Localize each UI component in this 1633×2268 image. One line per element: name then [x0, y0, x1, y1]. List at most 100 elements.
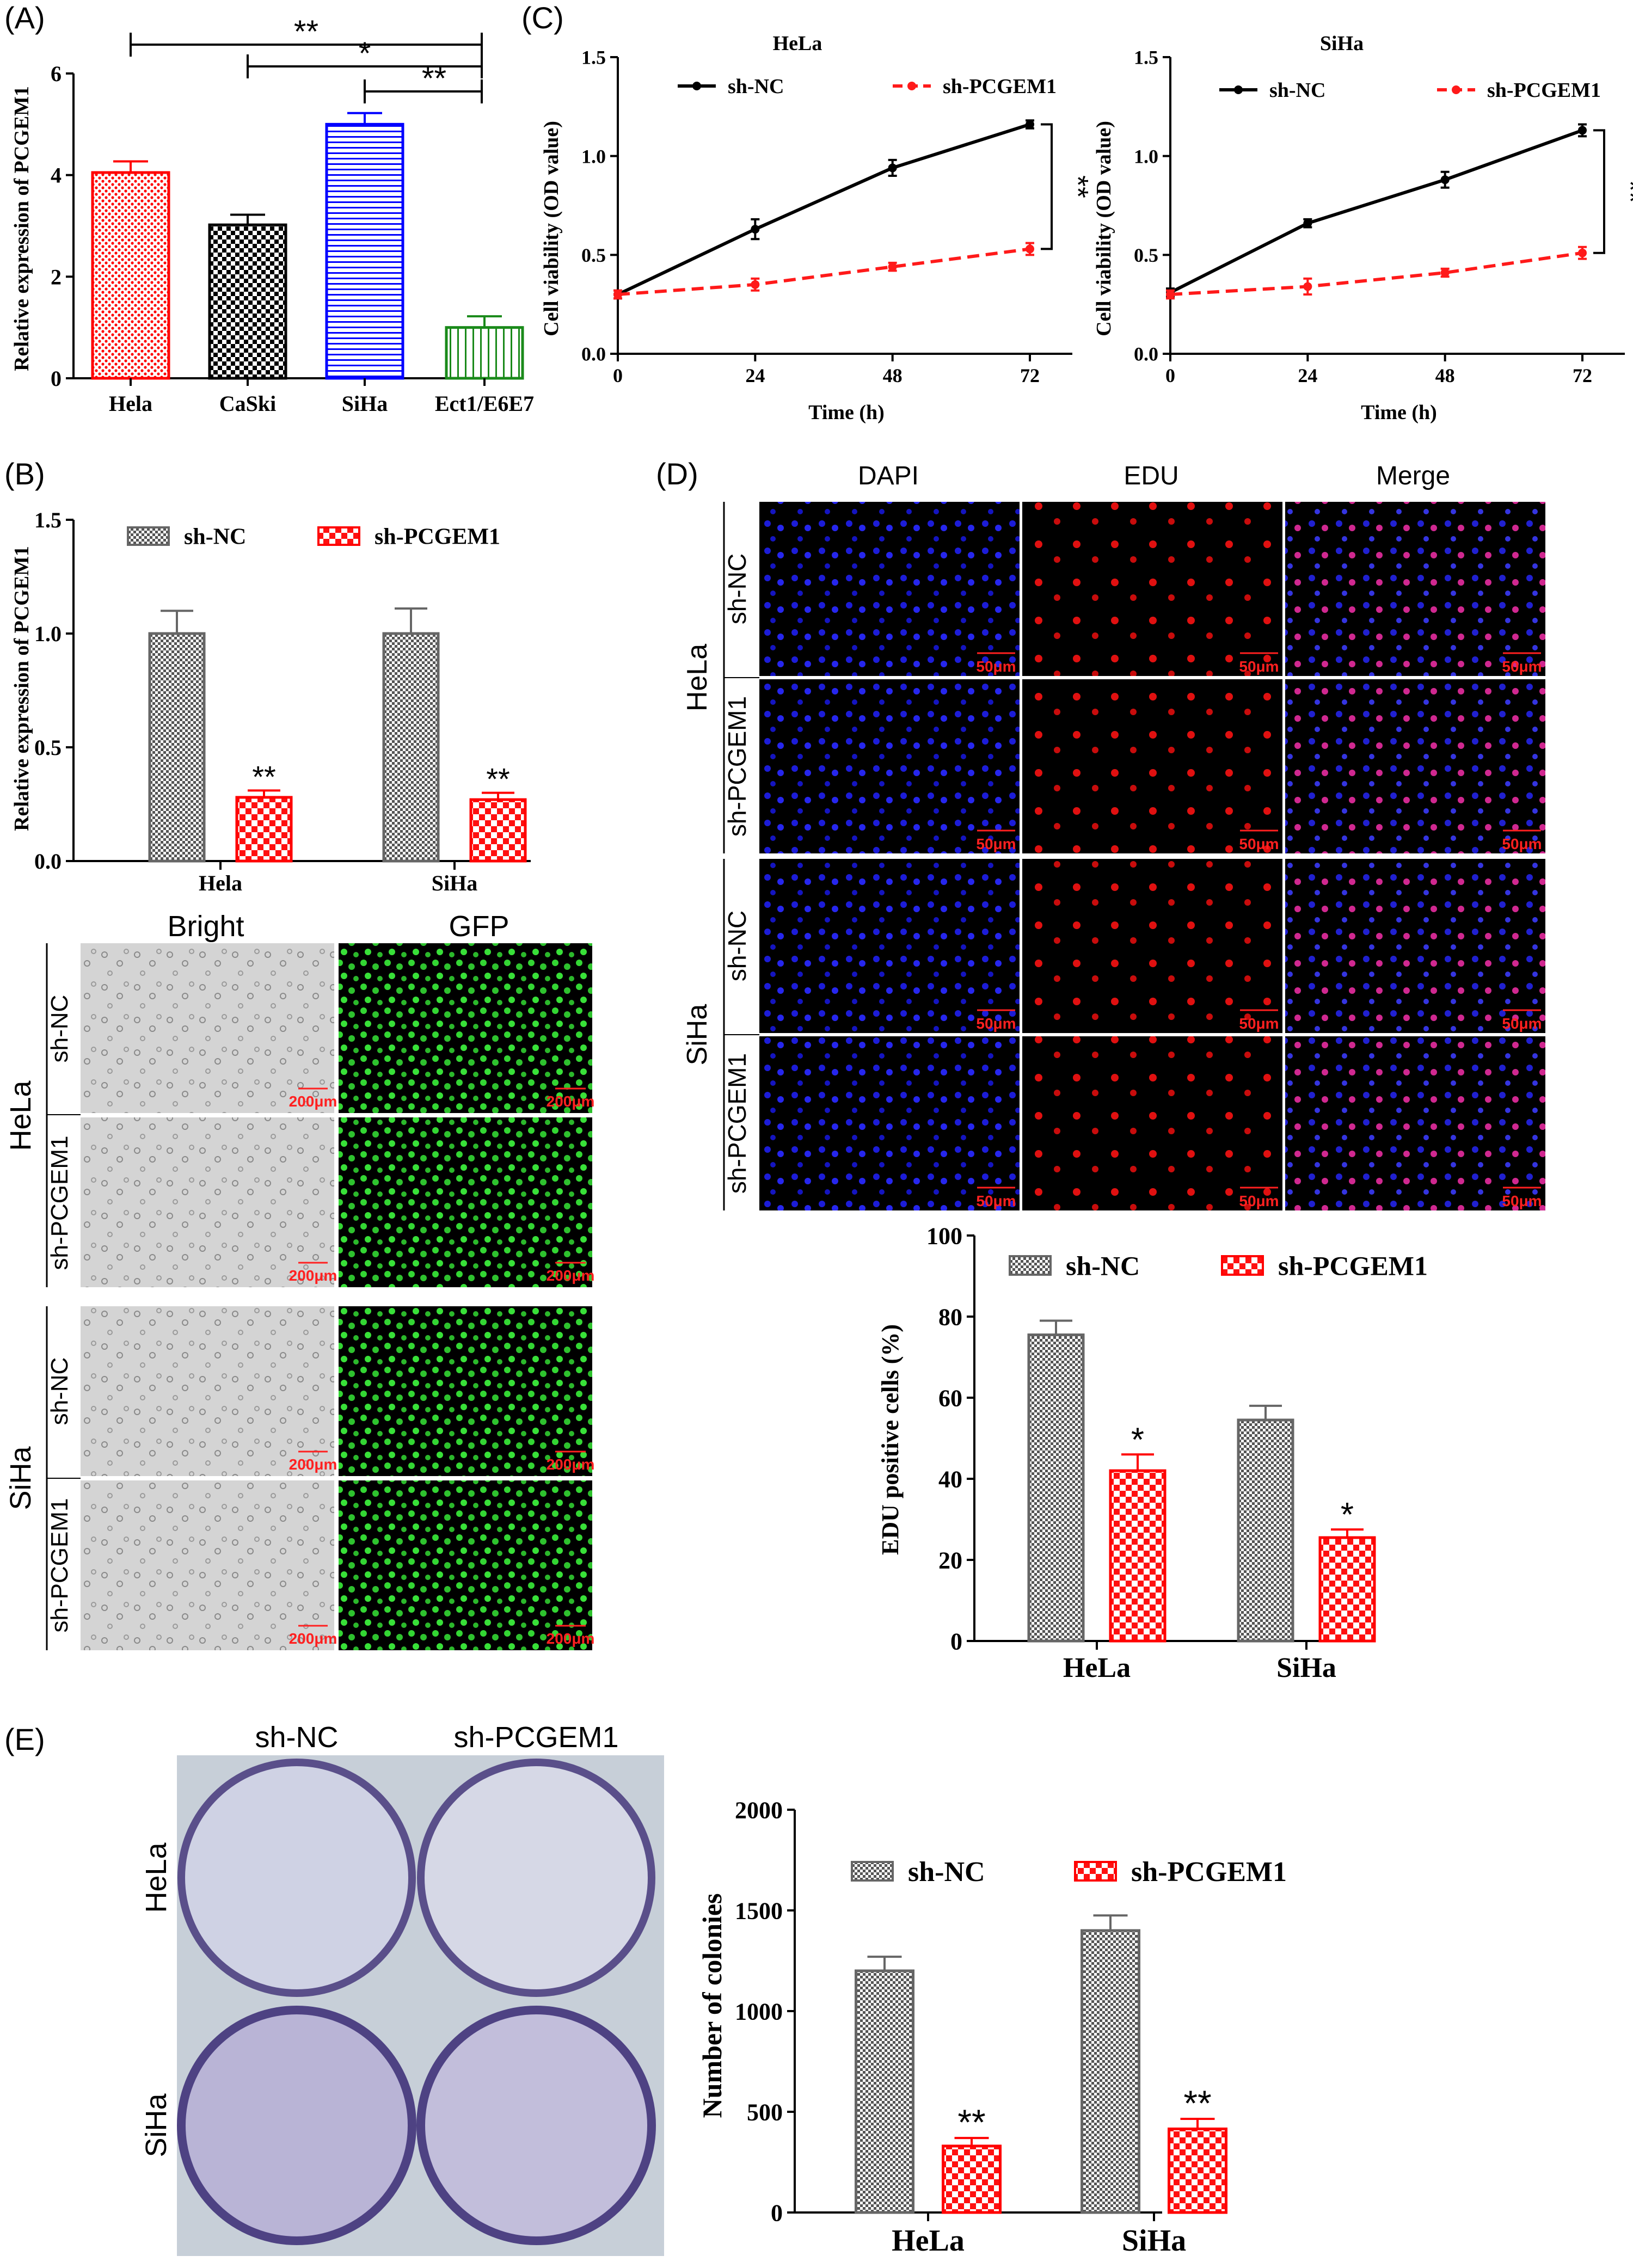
chart-c-hela-series-line: [617, 122, 1030, 296]
micro-b-scale-7: 200μm: [289, 1630, 337, 1647]
micro-b-hela-shnc-bright: [81, 943, 334, 1113]
micro-d-scale-8: 50μm: [1239, 1015, 1279, 1032]
micro-b-hela-shpc-bright: [81, 1117, 334, 1287]
micro-b-col-bright: Bright: [167, 910, 244, 943]
chart-c-siha-series-line: [1169, 128, 1583, 294]
chart-e-sig-label: **: [957, 2102, 985, 2142]
chart-b-bar: [469, 798, 527, 863]
micro-d-siha-shnc-label: sh-NC: [723, 911, 751, 981]
chart-c-hela-ytick-label: 1.0: [581, 145, 606, 167]
chart-d-bar: [1318, 1536, 1376, 1643]
plate-siha-shpc: [416, 2006, 656, 2245]
chart-c-siha-ytick-label: 1.0: [1134, 145, 1158, 167]
micro-b-scale-2: 200μm: [547, 1093, 595, 1110]
chart-d-ytick-label: 20: [938, 1547, 962, 1574]
chart-c-siha-xtick-label: 24: [1298, 365, 1317, 386]
chart-c-hela-xtick-label: 24: [745, 365, 765, 386]
chart-c-hela-legend-label: sh-PCGEM1: [943, 75, 1057, 98]
chart-c-siha-title: SiHa: [1320, 32, 1364, 55]
chart-c-siha-point: [1578, 126, 1587, 135]
chart-e-ytick-label: 2000: [735, 1797, 783, 1823]
chart-b-legend-label: sh-PCGEM1: [375, 525, 500, 550]
chart-c-hela-point: [888, 262, 897, 272]
chart-e-ytick-label: 1000: [735, 1998, 783, 2025]
micro-d-hela-shpc-dapi: [759, 679, 1020, 853]
chart-c-hela-point: [1026, 120, 1034, 129]
chart-e-bar: [855, 1969, 914, 2214]
chart-e-ytick-label: 500: [747, 2099, 783, 2125]
chart-d: EDU positive cells (%) 0 20 40 60 80 100 * HeLa…: [877, 1222, 1428, 1683]
chart-d-bar: [1237, 1418, 1294, 1643]
chart-a-bar: [325, 122, 404, 380]
micro-d-siha-shpc-merge: [1285, 1036, 1545, 1210]
plates-row-hela: HeLa: [140, 1842, 173, 1913]
chart-e-ylabel: Number of colonies: [697, 1894, 727, 2118]
chart-a-xtick-label: SiHa: [342, 391, 388, 416]
chart-c-hela-point: [751, 280, 760, 289]
micro-d-siha-shnc-dapi: [759, 859, 1020, 1033]
chart-b-ytick-label: 0.5: [34, 735, 62, 760]
chart-a-ytick-label: 2: [51, 265, 62, 289]
chart-a-ytick-label: 4: [51, 163, 62, 188]
chart-c-hela-point: [1026, 244, 1034, 254]
micro-d-scale-3: 50μm: [1502, 658, 1542, 675]
chart-b-ytick-label: 0.0: [34, 849, 62, 874]
micro-d-hela-shnc-merge: [1285, 502, 1545, 676]
chart-b-sig-label: **: [252, 759, 276, 794]
chart-c-siha-xtick-label: 48: [1435, 365, 1455, 386]
chart-b-legend-swatch: [317, 526, 360, 546]
chart-c-hela-legend-marker: [907, 82, 916, 90]
chart-e-xtick-label: HeLa: [892, 2224, 965, 2258]
micro-b-scale-5: 200μm: [289, 1456, 337, 1473]
panel-label-c: (C): [521, 1, 564, 35]
plates-col-shpc: sh-PCGEM1: [453, 1721, 618, 1754]
chart-c-hela-xlabel: Time (h): [808, 401, 885, 424]
chart-d-xtick-label: SiHa: [1276, 1652, 1336, 1683]
micro-b-hela-label: HeLa: [4, 1080, 37, 1151]
chart-b-legend-swatch: [127, 526, 170, 546]
micro-d-col-edu: EDU: [1124, 462, 1178, 490]
micro-b-scale-3: 200μm: [289, 1267, 337, 1284]
micro-b-siha-shnc-bright: [81, 1306, 334, 1476]
chart-c-siha-legend-label: sh-PCGEM1: [1487, 79, 1601, 102]
chart-c-hela-xtick-label: 0: [613, 365, 623, 386]
chart-b-bar: [235, 796, 293, 863]
micro-d-hela-label: HeLa: [682, 644, 713, 711]
micro-b-siha-shpc-bright: [81, 1480, 334, 1650]
micro-b-scale-6: 200μm: [547, 1456, 595, 1473]
chart-c-hela-legend-label: sh-NC: [728, 75, 784, 98]
chart-e-legend-label: sh-NC: [908, 1857, 985, 1888]
chart-c-hela-point: [613, 290, 622, 299]
micro-d-scale-4: 50μm: [976, 835, 1016, 852]
chart-a-xtick-label: Hela: [109, 391, 152, 416]
chart-c-hela-ylabel: Cell viability (OD value): [540, 121, 563, 336]
micro-b-hela-shpc-gfp: [339, 1117, 592, 1287]
micro-b-scale-1: 200μm: [289, 1093, 337, 1110]
micro-b-hela-shnc-label: sh-NC: [46, 995, 73, 1063]
chart-b-ylabel: Relative expression of PCGEM1: [10, 546, 33, 831]
chart-c-siha-sig-label: **: [1614, 180, 1633, 203]
micro-b-siha-shpc-label: sh-PCGEM1: [46, 1498, 73, 1633]
chart-e-bar: [1081, 1929, 1140, 2214]
panel-label-a: (A): [4, 1, 45, 35]
chart-c-siha-xlabel: Time (h): [1361, 401, 1437, 424]
chart-c-siha-xtick-label: 0: [1165, 365, 1175, 386]
plates-row-siha: SiHa: [140, 2093, 173, 2158]
micro-d-hela-shnc-dapi: [759, 502, 1020, 676]
micro-d-scale-12: 50μm: [1502, 1193, 1542, 1209]
chart-d-legend-swatch: [1009, 1255, 1052, 1276]
micro-d-hela-shnc-edu: [1022, 502, 1282, 676]
micro-b-col-gfp: GFP: [449, 910, 509, 943]
chart-a-xtick-label: CaSki: [219, 391, 277, 416]
chart-c-siha-point: [1303, 219, 1312, 228]
chart-c-siha-series-line: [1170, 251, 1583, 296]
chart-a: Relative expression of PCGEM1 0 2 4 6 Hela Ca…: [10, 14, 534, 416]
micro-d-scale-5: 50μm: [1239, 835, 1279, 852]
chart-c-siha-point: [1440, 175, 1450, 185]
chart-c-hela-xtick-label: 48: [883, 365, 903, 386]
chart-b-legend-label: sh-NC: [184, 525, 246, 550]
chart-a-ylabel: Relative expression of PCGEM1: [10, 86, 33, 371]
micro-d-scale-2: 50μm: [1239, 658, 1279, 675]
chart-c-hela-title: HeLa: [773, 32, 822, 55]
chart-d-xtick-label: HeLa: [1063, 1652, 1131, 1683]
